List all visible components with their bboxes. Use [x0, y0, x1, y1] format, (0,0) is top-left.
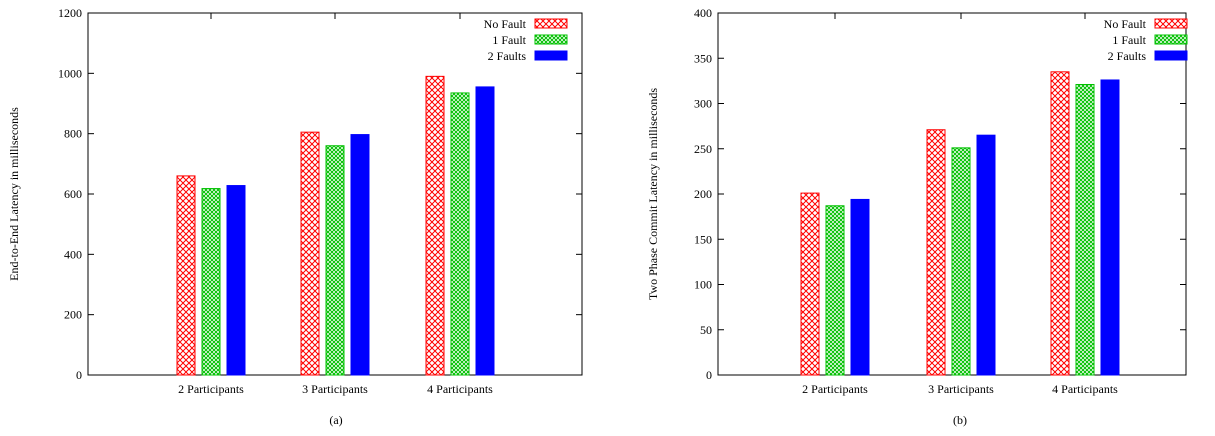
b-legend-label: 1 Fault	[1112, 33, 1146, 47]
a-ytick-label: 0	[76, 368, 82, 382]
b-bar	[976, 134, 996, 376]
b-ytick-label: 300	[694, 97, 712, 111]
a-legend-swatch	[534, 50, 568, 61]
chart-b: 0 50 100 150 200 250 300 350 400 Two Phase Commit…	[605, 0, 1215, 436]
b-category-label: 2 Participants	[802, 382, 868, 396]
b-ylabel: Two Phase Commit Latency in milliseconds	[646, 88, 660, 300]
a-ylabel: End-to-End Latency in milliseconds	[7, 107, 21, 281]
b-ytick-label: 100	[694, 278, 712, 292]
b-bar	[926, 129, 946, 376]
a-bar	[300, 131, 320, 376]
chart-a-caption: (a)	[329, 413, 343, 427]
a-legend-label: 2 Faults	[488, 49, 527, 63]
b-ytick-label: 250	[694, 142, 712, 156]
a-bar	[475, 86, 495, 376]
chart-b-plot: 0 50 100 150 200 250 300 350 400 Two Phase Commit…	[646, 6, 1188, 396]
a-legend-swatch	[534, 34, 568, 45]
b-ytick-label: 150	[694, 232, 712, 246]
a-bar	[176, 175, 196, 376]
a-bar	[450, 92, 470, 376]
b-bar	[1050, 71, 1070, 376]
a-bar	[325, 145, 345, 376]
b-category-label: 3 Participants	[928, 382, 994, 396]
b-category-label: 4 Participants	[1052, 382, 1118, 396]
b-bar	[800, 192, 820, 376]
b-bar	[951, 147, 971, 376]
a-ytick-label: 1200	[58, 6, 82, 20]
chart-b-caption: (b)	[953, 413, 967, 427]
b-bar	[850, 198, 870, 376]
a-bar	[226, 185, 246, 376]
a-bar	[350, 134, 370, 376]
b-legend-label: 2 Faults	[1108, 49, 1147, 63]
b-bar	[825, 205, 845, 376]
a-ytick-label: 1000	[58, 66, 82, 80]
b-legend-swatch	[1154, 18, 1188, 29]
b-legend-swatch	[1154, 34, 1188, 45]
b-ytick-label: 50	[700, 323, 712, 337]
a-ytick-label: 200	[64, 308, 82, 322]
b-legend-label: No Fault	[1104, 17, 1147, 31]
a-legend-label: 1 Fault	[492, 33, 526, 47]
b-ytick-label: 350	[694, 51, 712, 65]
b-legend-swatch	[1154, 50, 1188, 61]
b-ytick-label: 400	[694, 6, 712, 20]
a-category-label: 2 Participants	[178, 382, 244, 396]
b-bar	[1075, 83, 1095, 376]
a-category-label: 4 Participants	[427, 382, 493, 396]
b-bar	[1100, 79, 1120, 376]
a-category-label: 3 Participants	[302, 382, 368, 396]
a-ytick-label: 800	[64, 127, 82, 141]
a-bar	[425, 75, 445, 376]
a-ytick-label: 400	[64, 247, 82, 261]
chart-a: 0 200 400 600 800 1000 1200 End-to-End Latency …	[0, 0, 600, 436]
a-ytick-label: 600	[64, 187, 82, 201]
a-bar	[201, 188, 221, 376]
b-ytick-label: 200	[694, 187, 712, 201]
a-legend-swatch	[534, 18, 568, 29]
chart-a-plot: 0 200 400 600 800 1000 1200 End-to-End Latency …	[7, 6, 583, 396]
b-ytick-label: 0	[706, 368, 712, 382]
a-legend-label: No Fault	[484, 17, 527, 31]
